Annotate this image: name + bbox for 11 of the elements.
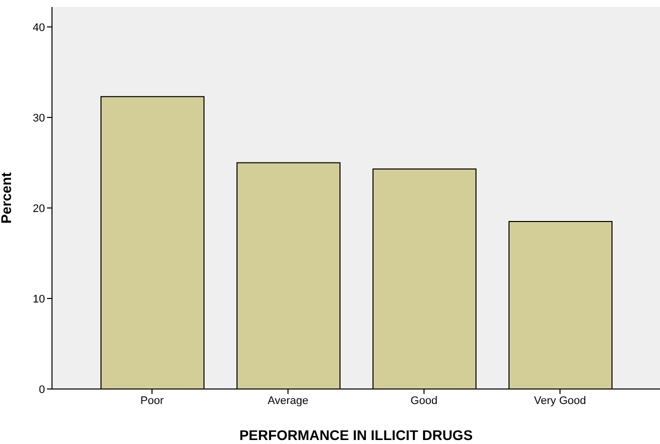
x-tick-label: Very Good	[534, 394, 586, 407]
y-axis-title: Percent	[0, 172, 14, 224]
y-tick-label: 0	[38, 384, 45, 396]
y-tick-label: 10	[32, 293, 45, 306]
x-tick-label: Good	[410, 394, 438, 407]
y-tick-label: 20	[32, 202, 45, 215]
y-tick-label: 30	[32, 112, 45, 124]
x-axis-title: PERFORMANCE IN ILLICIT DRUGS	[239, 427, 473, 443]
y-tick-label: 40	[32, 22, 45, 34]
x-tick-label: Average	[268, 394, 308, 407]
x-tick-label: Poor	[140, 394, 164, 407]
